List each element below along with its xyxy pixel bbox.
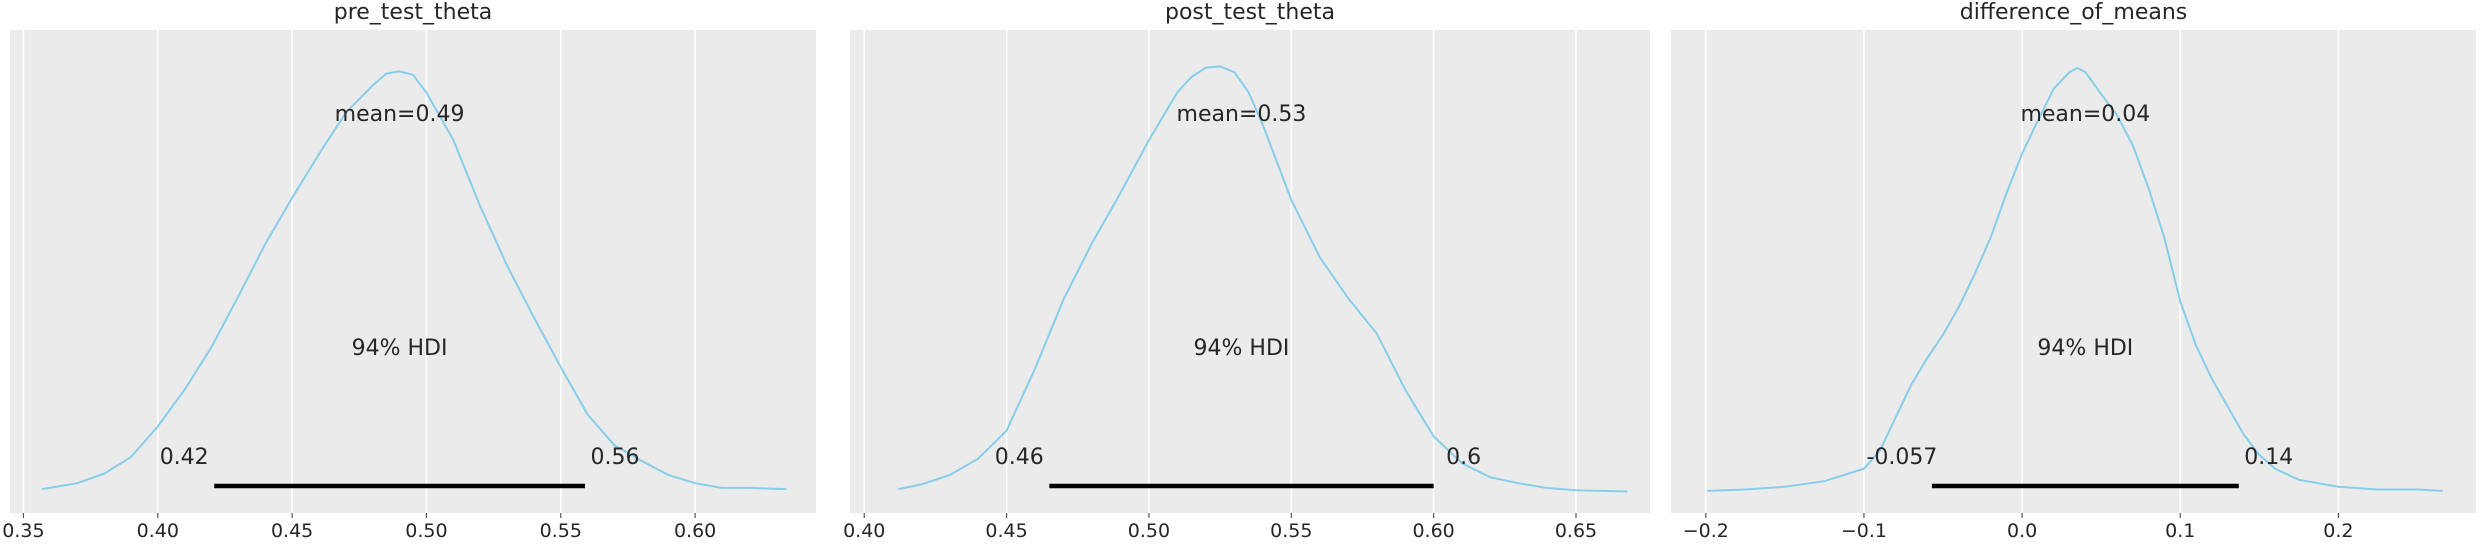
x-tick-label: 0.45 <box>271 520 313 542</box>
hdi-upper-label: 0.14 <box>2244 445 2293 470</box>
panel-difference-of-means: −0.2 −0.1 0.0 0.1 0.2 mean=0.04 94% HDI -0.057 0… <box>1671 30 2476 542</box>
hdi-label: 94% HDI <box>2037 336 2133 361</box>
x-tick-label: 0.0 <box>2007 520 2037 542</box>
hdi-lower-label: 0.46 <box>995 445 1044 470</box>
x-tick-label: 0.45 <box>985 520 1027 542</box>
plot-background <box>1671 30 2476 513</box>
hdi-upper-label: 0.56 <box>590 445 639 470</box>
x-tick-label: 0.40 <box>843 520 885 542</box>
density-curve <box>1707 66 2443 492</box>
plot-background <box>850 30 1650 513</box>
panel-title: difference_of_means <box>1960 0 2188 25</box>
x-tick-label: −0.2 <box>1683 520 1729 542</box>
panel-title: pre_test_theta <box>334 0 493 25</box>
hdi-lower-label: 0.42 <box>160 445 209 470</box>
x-tick-label: 0.2 <box>2323 520 2353 542</box>
mean-label: mean=0.04 <box>2020 102 2150 127</box>
x-tick-label: 0.40 <box>137 520 179 542</box>
panel-post-test-theta: 0.40 0.45 0.50 0.55 0.60 0.65 mean=0.53 94% HDI… <box>843 30 1650 542</box>
x-tick-label: 0.55 <box>540 520 582 542</box>
hdi-upper-label: 0.6 <box>1446 445 1481 470</box>
mean-label: mean=0.53 <box>1177 102 1307 127</box>
x-tick-label: 0.60 <box>674 520 716 542</box>
x-tick-label: 0.55 <box>1270 520 1312 542</box>
x-tick-label: 0.50 <box>405 520 447 542</box>
x-tick-label: −0.1 <box>1841 520 1887 542</box>
x-tick-label: 0.60 <box>1412 520 1454 542</box>
x-tick-label: 0.50 <box>1128 520 1170 542</box>
hdi-lower-label: -0.057 <box>1866 445 1937 470</box>
density-curve <box>898 65 1628 493</box>
x-tick-label: 0.35 <box>2 520 44 542</box>
density-curve <box>42 70 787 491</box>
mean-label: mean=0.49 <box>335 102 465 127</box>
hdi-label: 94% HDI <box>352 336 448 361</box>
panel-title: post_test_theta <box>1165 0 1335 25</box>
x-tick-label: 0.65 <box>1555 520 1597 542</box>
panel-pre-test-theta: 0.35 0.40 0.45 0.50 0.55 0.60 mean=0.49 94% HDI… <box>2 30 816 542</box>
x-tick-label: 0.1 <box>2165 520 2195 542</box>
plot-background <box>10 30 816 513</box>
hdi-label: 94% HDI <box>1194 336 1290 361</box>
